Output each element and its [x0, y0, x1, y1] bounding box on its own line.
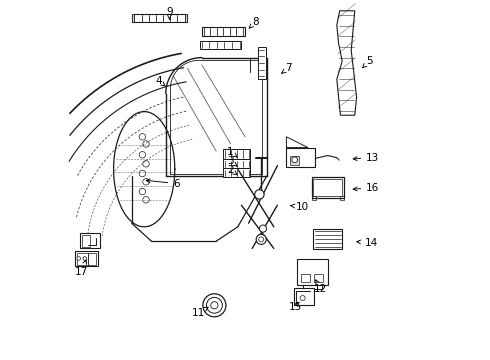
Bar — [315, 274, 323, 282]
Bar — [185, 14, 187, 22]
Polygon shape — [337, 11, 357, 115]
Text: 12: 12 — [314, 280, 327, 294]
Bar — [223, 168, 250, 177]
Text: 16: 16 — [353, 183, 379, 193]
Bar — [301, 274, 310, 282]
Bar — [132, 14, 187, 22]
Text: 11: 11 — [192, 307, 208, 318]
Bar — [202, 27, 245, 36]
Text: 13: 13 — [353, 153, 379, 163]
Text: 17: 17 — [74, 260, 88, 277]
Circle shape — [259, 225, 267, 232]
Bar — [200, 41, 242, 49]
Circle shape — [77, 257, 80, 260]
Bar — [132, 14, 134, 22]
Circle shape — [255, 190, 264, 199]
Bar — [80, 233, 100, 248]
Text: 1: 1 — [227, 147, 237, 157]
Text: 14: 14 — [357, 238, 378, 248]
Bar — [312, 196, 316, 200]
Text: 7: 7 — [282, 63, 292, 73]
Circle shape — [256, 234, 266, 244]
Bar — [294, 288, 315, 305]
Text: 8: 8 — [249, 17, 259, 28]
Bar — [223, 149, 250, 159]
Circle shape — [300, 296, 305, 301]
Circle shape — [83, 257, 87, 260]
Bar — [290, 156, 299, 165]
Bar — [286, 148, 315, 167]
Bar — [77, 253, 88, 265]
Bar — [314, 229, 342, 249]
Text: 2: 2 — [227, 165, 237, 175]
Bar — [258, 47, 266, 79]
Circle shape — [203, 294, 226, 317]
Bar — [88, 253, 97, 265]
Text: 15: 15 — [289, 302, 302, 312]
Bar — [75, 251, 98, 266]
Text: 6: 6 — [146, 179, 180, 189]
Text: 9: 9 — [166, 6, 172, 19]
Bar — [297, 259, 328, 285]
Circle shape — [259, 237, 264, 242]
Bar — [340, 196, 344, 200]
Bar — [82, 235, 90, 247]
Polygon shape — [286, 137, 308, 148]
Text: 4: 4 — [155, 76, 165, 86]
Bar — [314, 179, 342, 196]
Text: 10: 10 — [291, 202, 309, 212]
Text: 3: 3 — [227, 156, 237, 166]
Circle shape — [206, 297, 222, 313]
Bar — [312, 177, 344, 198]
Text: 5: 5 — [363, 56, 372, 68]
Circle shape — [211, 302, 218, 309]
Circle shape — [292, 157, 297, 163]
Bar — [223, 159, 250, 168]
